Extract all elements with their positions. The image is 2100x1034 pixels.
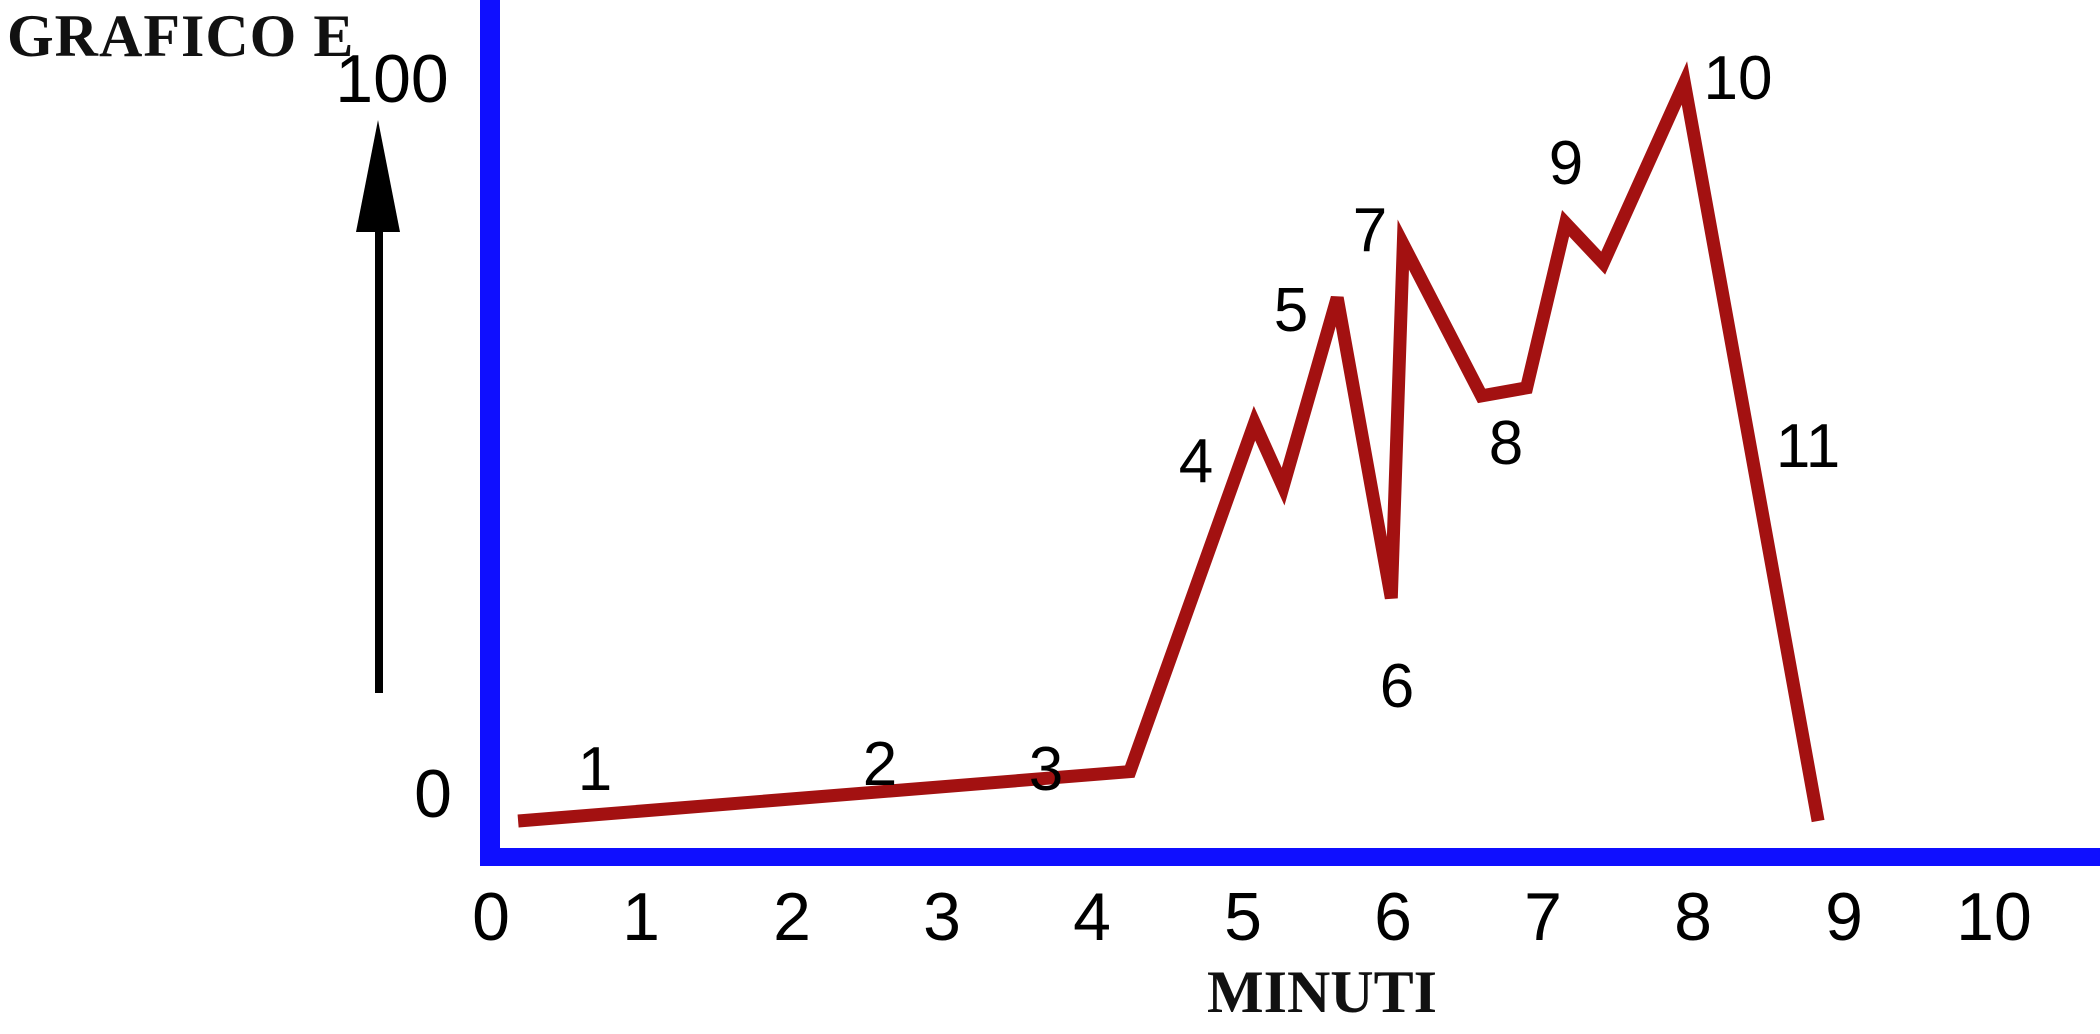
y-arrow-head-icon [356, 120, 400, 232]
x-tick-7: 7 [1524, 879, 1562, 955]
point-label-10: 10 [1703, 44, 1773, 113]
x-tick-0: 0 [472, 879, 510, 955]
x-tick-1: 1 [622, 879, 660, 955]
y-tick-100: 100 [335, 41, 449, 117]
x-tick-2: 2 [773, 879, 811, 955]
point-label-9: 9 [1548, 129, 1584, 198]
point-label-5: 5 [1273, 276, 1309, 345]
x-axis-title: MINUTI [1206, 959, 1438, 1025]
point-label-1: 1 [577, 735, 613, 804]
point-label-7: 7 [1352, 196, 1388, 265]
point-label-2: 2 [862, 730, 898, 799]
point-label-3: 3 [1028, 735, 1064, 804]
x-tick-6: 6 [1374, 879, 1412, 955]
y-tick-0: 0 [414, 756, 452, 832]
x-tick-9: 9 [1825, 879, 1863, 955]
x-axis-bar [480, 848, 2100, 866]
x-tick-5: 5 [1224, 879, 1262, 955]
point-label-6: 6 [1379, 652, 1415, 721]
point-label-11: 11 [1775, 412, 1841, 481]
data-line [517, 61, 1825, 828]
y-axis-bar [480, 0, 500, 866]
chart-title: GRAFICO E [7, 3, 355, 69]
point-label-8: 8 [1488, 409, 1524, 478]
x-tick-4: 4 [1073, 879, 1111, 955]
x-tick-3: 3 [923, 879, 961, 955]
point-label-4: 4 [1178, 427, 1214, 496]
x-tick-10: 10 [1956, 879, 2032, 955]
x-tick-8: 8 [1674, 879, 1712, 955]
